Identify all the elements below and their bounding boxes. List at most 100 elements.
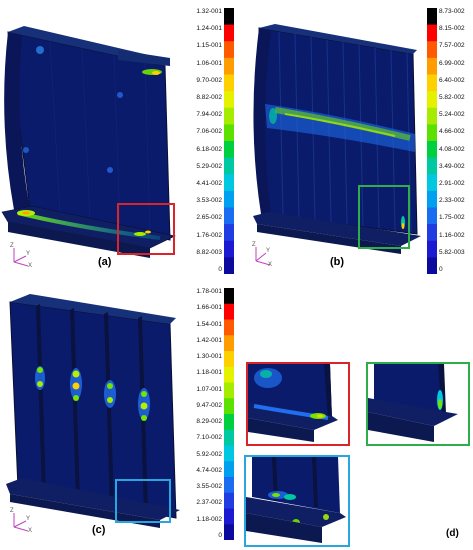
colorbar_b-swatch [427, 74, 437, 92]
base-plate-b [253, 212, 421, 246]
colorbar_b-swatch [427, 107, 437, 125]
colorbar_c-swatch [224, 414, 234, 431]
panel-a-model [0, 0, 190, 275]
colorbar_b-tick-label: 1.75-002 [439, 214, 465, 222]
colorbar_a-tick-label: 2.65-002 [196, 214, 222, 222]
colorbar_c-tick-label: 1.78-001 [196, 288, 222, 295]
colorbar_a-tick-label: 7.94-002 [196, 111, 222, 119]
stress-clusters-c [35, 366, 150, 421]
colorbar_c-swatch [224, 492, 234, 509]
panel-b-model [245, 24, 430, 274]
colorbar_a-swatch [224, 141, 234, 159]
highlight-box-blue [115, 479, 171, 523]
colorbar_b-tick-label: 3.49-002 [439, 162, 465, 170]
colorbar_b-tick-label: 7.57-002 [439, 42, 465, 50]
base-plate-c [6, 478, 180, 520]
colorbar_a-swatch [224, 57, 234, 75]
colorbar_c-swatch [224, 366, 234, 383]
colorbar_a-swatch [224, 8, 234, 26]
inset-blue-zoom [244, 455, 350, 547]
colorbar_b-swatch [427, 24, 437, 42]
colorbar_b-tick-label: 6.99-002 [439, 59, 465, 67]
colorbar_c-tick-label: 0 [218, 532, 222, 539]
colorbar_a-tick-label: 1.76-002 [196, 231, 222, 239]
panel-label-c: (c) [92, 524, 106, 536]
colorbar_c-tick-label: 8.29-002 [196, 418, 222, 426]
colorbar_a-swatch [224, 224, 234, 242]
colorbar_c-tick-label: 1.54-001 [196, 320, 222, 328]
colorbar_c-swatch [224, 335, 234, 352]
colorbar_a-swatch [224, 207, 234, 225]
colorbar_c-swatch [224, 461, 234, 478]
axis-triad-c: Z Y X [10, 508, 32, 533]
colorbar_b-swatch [427, 41, 437, 59]
colorbar_b-tick-label: 8.15-002 [439, 25, 465, 33]
colorbar_a-tick-label: 6.18-002 [196, 145, 222, 153]
colorbar_c-tick-label: 2.37-002 [196, 499, 222, 507]
colorbar_c-tick-label: 1.30-001 [196, 353, 222, 361]
colorbar_a-tick-label: 4.41-002 [196, 180, 222, 187]
colorbar_a-swatch [224, 190, 234, 208]
colorbar_a-swatch [224, 24, 234, 42]
colorbar_a-swatch [224, 107, 234, 125]
colorbar_a-tick-label: 1.06-001 [196, 59, 222, 67]
colorbar_a-swatch [224, 91, 234, 109]
colorbar_a-tick-label: 1.32-001 [196, 8, 222, 15]
colorbar_c-swatch [224, 288, 234, 305]
colorbar_a-tick-label: 7.06-002 [196, 128, 222, 136]
axis-triad-b: Z Y X [252, 242, 272, 267]
colorbar_a-swatch [224, 74, 234, 92]
colorbar_a-swatch [224, 157, 234, 175]
colorbar_b-swatch [427, 57, 437, 75]
colorbar_a-tick-label: 0 [218, 266, 222, 273]
colorbar_b-swatch [427, 190, 437, 208]
colorbar_b-swatch [427, 257, 437, 274]
colorbar_b-swatch [427, 174, 437, 192]
colorbar_b-tick-label: 5.82-003 [439, 248, 465, 256]
colorbar_c-swatch [224, 477, 234, 494]
plate-shell-a [7, 31, 171, 241]
colorbar_b-swatch [427, 124, 437, 142]
colorbar_b-swatch [427, 207, 437, 225]
colorbar_c-tick-label: 3.55-002 [196, 483, 222, 491]
colorbar_c-tick-label: 1.18-002 [196, 515, 222, 523]
colorbar_a-tick-label: 5.29-002 [196, 162, 222, 170]
colorbar_c-tick-label: 9.47-002 [196, 401, 222, 409]
colorbar_a-swatch [224, 174, 234, 192]
colorbar_c-swatch [224, 398, 234, 415]
colorbar_c-swatch [224, 445, 234, 462]
colorbar_a-swatch [224, 240, 234, 258]
colorbar_c-tick-label: 1.66-001 [196, 304, 222, 312]
colorbar_c-tick-label: 1.07-001 [196, 385, 222, 393]
colorbar_a-tick-label: 3.53-002 [196, 197, 222, 205]
colorbar_b-tick-label: 1.16-002 [439, 231, 465, 239]
colorbar_b-swatch [427, 141, 437, 159]
colorbar_a-tick-label: 1.24-001 [196, 25, 222, 33]
colorbar_c-tick-label: 4.74-002 [196, 466, 222, 474]
colorbar_b-swatch [427, 157, 437, 175]
panel-c-model [0, 288, 190, 528]
colorbar-b: 8.73-002 8.15-002 7.57-002 6.99-002 6.40-002… [425, 8, 473, 274]
colorbar_c-swatch [224, 429, 234, 446]
svg-text:X: X [268, 262, 272, 267]
colorbar_c-tick-label: 1.42-001 [196, 336, 222, 344]
svg-text:Y: Y [26, 251, 30, 257]
colorbar_b-swatch [427, 224, 437, 242]
colorbar_c-swatch [224, 303, 234, 320]
colorbar_a-tick-label: 1.15-001 [196, 42, 222, 50]
highlight-box-red [117, 203, 175, 255]
colorbar_a-tick-label: 8.82-002 [196, 94, 222, 101]
colorbar-a: 1.32-001 1.24-001 1.15-001 1.06-001 9.70-002… [190, 8, 240, 274]
highlight-box-green [358, 185, 410, 249]
panel-label-b: (b) [330, 256, 345, 268]
colorbar_b-swatch [427, 8, 437, 26]
svg-text:X: X [28, 263, 32, 268]
colorbar_b-swatch [427, 91, 437, 109]
colorbar_c-swatch [224, 524, 234, 540]
colorbar_c-swatch [224, 382, 234, 399]
colorbar_c-tick-label: 1.18-001 [196, 369, 222, 377]
colorbar_b-tick-label: 0 [439, 266, 443, 273]
colorbar_b-tick-label: 5.82-002 [439, 94, 465, 101]
inset-green-zoom [366, 362, 470, 446]
colorbar_b-tick-label: 2.33-002 [439, 197, 465, 205]
